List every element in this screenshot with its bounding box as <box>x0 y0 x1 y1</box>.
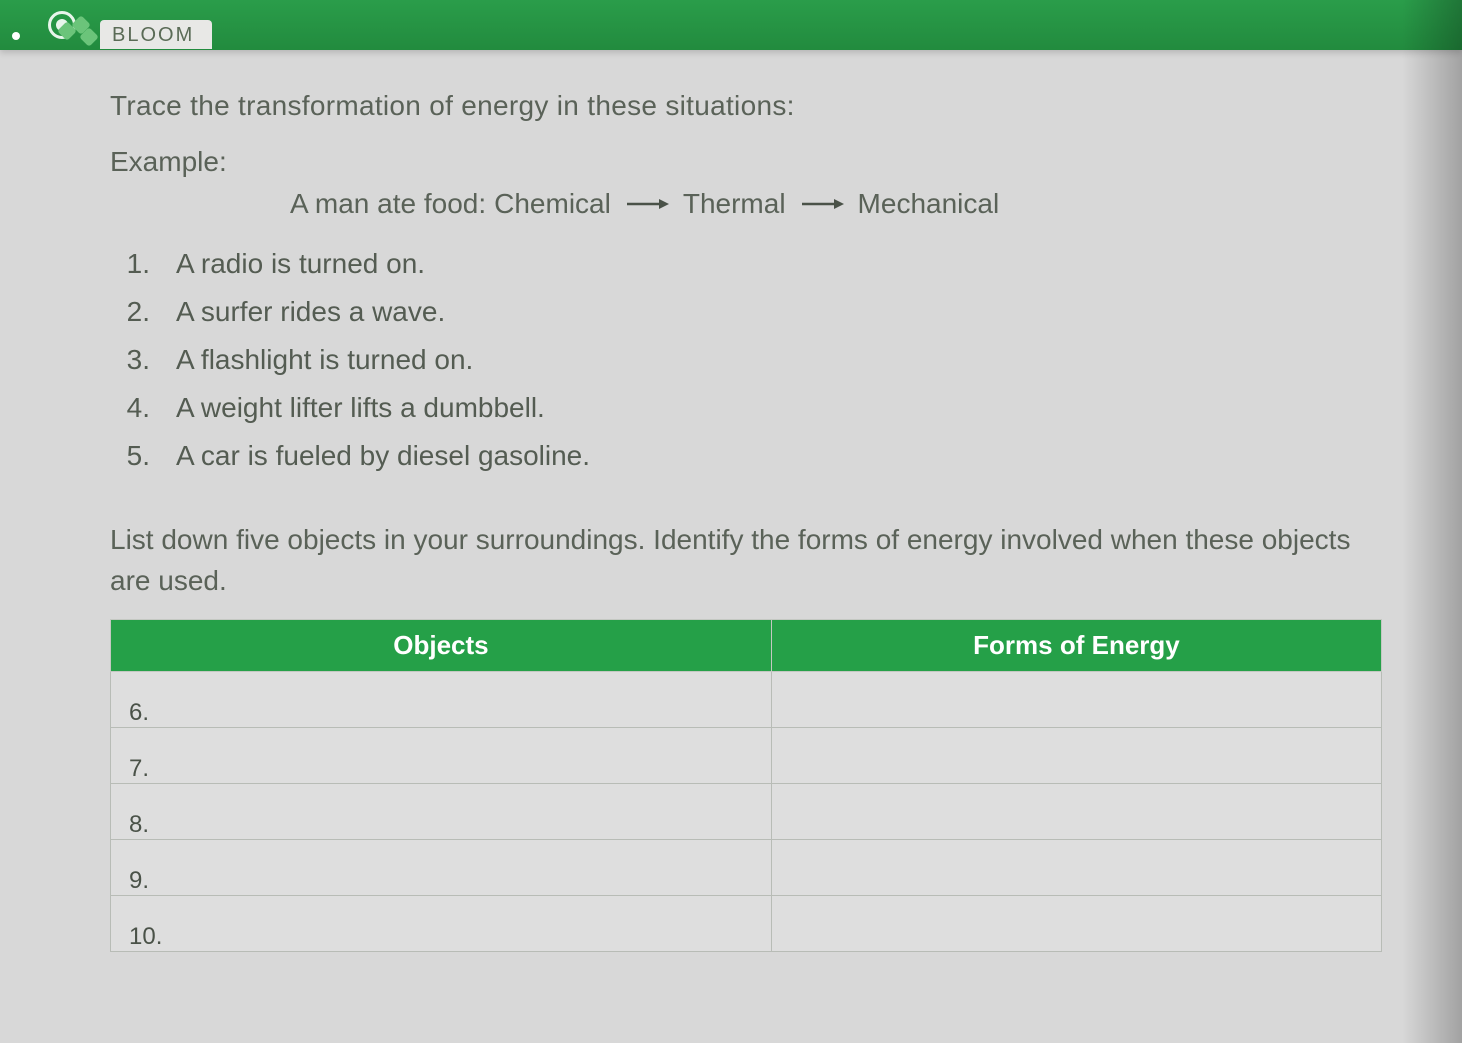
arrow-icon <box>625 196 669 212</box>
arrow-icon <box>800 196 844 212</box>
list-item-text: A weight lifter lifts a dumbbell. <box>176 392 545 424</box>
table-header-forms: Forms of Energy <box>771 620 1381 672</box>
example-step-1: Chemical <box>494 188 611 220</box>
table-cell-energy[interactable] <box>771 728 1381 784</box>
table-row: 9. <box>111 840 1382 896</box>
page-shadow <box>1402 0 1462 1043</box>
list-item-text: A flashlight is turned on. <box>176 344 473 376</box>
list-item: 3. A flashlight is turned on. <box>122 344 1382 376</box>
table-cell-object[interactable]: 10. <box>111 896 772 952</box>
example-step-2: Thermal <box>683 188 786 220</box>
table-row: 10. <box>111 896 1382 952</box>
example-step-3: Mechanical <box>858 188 1000 220</box>
header-dot-icon <box>12 32 20 40</box>
table-cell-object[interactable]: 8. <box>111 784 772 840</box>
table-cell-energy[interactable] <box>771 784 1381 840</box>
section1-instruction: Trace the transformation of energy in th… <box>110 90 1382 122</box>
table-row: 8. <box>111 784 1382 840</box>
header-leaf-icon <box>60 18 100 46</box>
section2-instruction: List down five objects in your surroundi… <box>110 520 1382 601</box>
list-item-text: A car is fueled by diesel gasoline. <box>176 440 590 472</box>
list-item-num: 1. <box>122 248 150 280</box>
table-row: 7. <box>111 728 1382 784</box>
list-item: 1. A radio is turned on. <box>122 248 1382 280</box>
example-prefix: A man ate food: <box>290 188 486 220</box>
list-item-num: 2. <box>122 296 150 328</box>
example-chain: A man ate food: Chemical Thermal Mechani… <box>290 188 1382 220</box>
section2: List down five objects in your surroundi… <box>110 520 1382 952</box>
list-item-num: 5. <box>122 440 150 472</box>
table-cell-energy[interactable] <box>771 896 1381 952</box>
table-cell-energy[interactable] <box>771 840 1381 896</box>
header-bar: BLOOM <box>0 0 1462 50</box>
table-cell-object[interactable]: 7. <box>111 728 772 784</box>
energy-table: Objects Forms of Energy 6. 7. 8. <box>110 619 1382 952</box>
table-row: 6. <box>111 672 1382 728</box>
table-cell-object[interactable]: 6. <box>111 672 772 728</box>
list-item-num: 4. <box>122 392 150 424</box>
header-tab: BLOOM <box>100 20 212 49</box>
table-cell-object[interactable]: 9. <box>111 840 772 896</box>
list-item-text: A surfer rides a wave. <box>176 296 445 328</box>
table-cell-energy[interactable] <box>771 672 1381 728</box>
example-label: Example: <box>110 146 1382 178</box>
list-item-num: 3. <box>122 344 150 376</box>
list-item: 4. A weight lifter lifts a dumbbell. <box>122 392 1382 424</box>
page-content: Trace the transformation of energy in th… <box>0 50 1462 952</box>
table-header-objects: Objects <box>111 620 772 672</box>
list-item: 2. A surfer rides a wave. <box>122 296 1382 328</box>
situation-list: 1. A radio is turned on. 2. A surfer rid… <box>122 248 1382 472</box>
list-item: 5. A car is fueled by diesel gasoline. <box>122 440 1382 472</box>
list-item-text: A radio is turned on. <box>176 248 425 280</box>
table-header-row: Objects Forms of Energy <box>111 620 1382 672</box>
